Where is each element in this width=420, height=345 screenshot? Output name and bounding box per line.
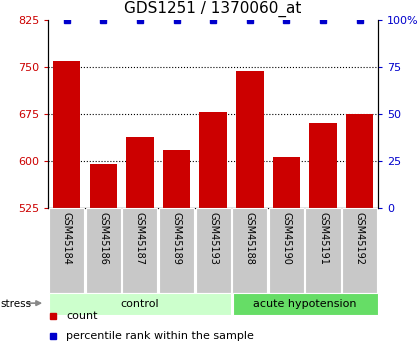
Bar [309,124,337,208]
Bar [86,208,121,293]
Text: GSM45186: GSM45186 [98,212,108,265]
Text: GSM45187: GSM45187 [135,212,145,265]
Bar [200,112,227,208]
Text: GSM45188: GSM45188 [245,212,255,265]
Bar [49,208,84,293]
Text: stress: stress [1,299,32,309]
Bar [89,164,117,208]
Text: count: count [66,311,98,321]
Text: GSM45191: GSM45191 [318,212,328,265]
Text: GSM45190: GSM45190 [281,212,291,265]
Bar [126,137,154,208]
Text: control: control [121,299,159,309]
Bar [232,208,268,293]
Bar [196,208,231,293]
Bar [233,293,378,315]
Text: GSM45192: GSM45192 [354,212,365,265]
Bar [346,114,373,208]
Bar [236,71,263,208]
Text: GSM45193: GSM45193 [208,212,218,265]
Bar [269,208,304,293]
Bar [122,208,158,293]
Title: GDS1251 / 1370060_at: GDS1251 / 1370060_at [124,1,302,17]
Bar [342,208,377,293]
Bar [305,208,341,293]
Text: acute hypotension: acute hypotension [253,299,357,309]
Bar [163,150,190,208]
Text: percentile rank within the sample: percentile rank within the sample [66,331,254,341]
Text: GSM45184: GSM45184 [62,212,72,265]
Bar [53,61,80,208]
Bar [159,208,194,293]
Bar [273,157,300,208]
Bar [50,293,231,315]
Text: GSM45189: GSM45189 [171,212,181,265]
